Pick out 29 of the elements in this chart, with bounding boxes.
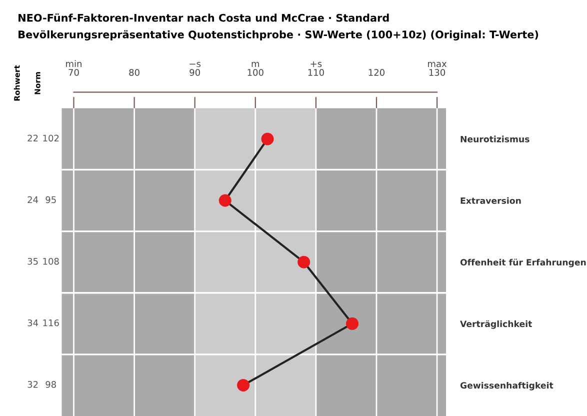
point xyxy=(261,132,274,146)
text: 102 xyxy=(43,134,59,142)
point xyxy=(237,378,250,392)
text: 32 xyxy=(28,381,38,388)
y-tick-label: Gewissenhaftigkeit xyxy=(460,382,554,390)
text: 98 xyxy=(46,381,56,388)
text: 35 xyxy=(28,258,38,265)
text: 34 xyxy=(28,319,38,326)
x-tick-label: max 130 xyxy=(428,62,447,76)
chart-title: NEO-Fünf-Faktoren-Inventar nach Costa und McCrae · Standard xyxy=(18,14,389,22)
text: 116 xyxy=(43,319,59,326)
y-tick-label: Verträglichkeit xyxy=(460,320,532,329)
x-tick-label: +s 110 xyxy=(308,61,324,76)
y-tick-label: Offenheit für Erfahrungen xyxy=(460,258,586,268)
y-tick-label: Neurotizismus xyxy=(460,136,530,142)
x-tick-label: 120 xyxy=(368,69,385,76)
x-tick-label: 80 xyxy=(129,69,140,76)
x-tick-label: m 100 xyxy=(248,62,264,76)
text: 108 xyxy=(43,258,59,265)
text: 95 xyxy=(46,196,56,204)
point xyxy=(346,317,359,330)
x-tick-label: −s 90 xyxy=(190,62,201,76)
text: 22 xyxy=(28,134,38,142)
point xyxy=(218,194,232,207)
x-tick-label: min 70 xyxy=(66,60,82,76)
chart-subtitle: Bevölkerungsrepräsentative Quotenstichprobe · SW-Werte (100+10z) (Original: T-Werte) xyxy=(18,30,538,41)
text: 24 xyxy=(28,196,38,204)
y-tick-label: Extraversion xyxy=(460,197,521,204)
point xyxy=(298,256,310,268)
